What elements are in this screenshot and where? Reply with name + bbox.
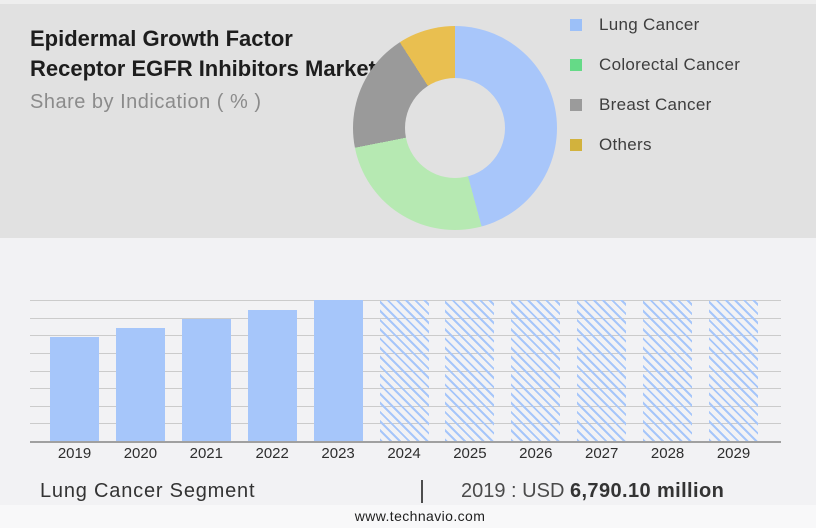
bar-2021 — [181, 319, 231, 441]
footer: www.technavio.com — [0, 505, 816, 528]
bar-2022 — [247, 310, 297, 441]
top-edge-strip — [0, 0, 816, 4]
title-block: Epidermal Growth Factor Receptor EGFR In… — [30, 24, 376, 114]
bar-2024-forecast — [379, 300, 429, 441]
bar-2019 — [50, 337, 99, 441]
legend: Lung Cancer Colorectal Cancer Breast Cance… — [570, 13, 740, 173]
page-title-line1: Epidermal Growth Factor — [30, 26, 293, 51]
donut-chart — [353, 26, 557, 230]
anchor-value-text: 2019 : USD 6,790.10 million — [461, 480, 724, 503]
legend-label: Lung Cancer — [599, 15, 700, 34]
x-tick-2029: 2029 — [716, 445, 751, 462]
segment-label: Lung Cancer Segment — [40, 480, 256, 502]
bar-2027-forecast — [577, 300, 627, 441]
bar-chart-panel: 2019 2020 2021 2022 2023 2024 2025 2026 2027 2028… — [0, 238, 816, 528]
legend-item-others: Others — [570, 133, 740, 157]
page-title-line2: Receptor EGFR Inhibitors Market — [30, 56, 376, 81]
footer-url: www.technavio.com — [354, 508, 486, 524]
legend-item-lung-cancer: Lung Cancer — [570, 13, 740, 37]
x-tick-2023: 2023 — [321, 445, 355, 462]
x-tick-2020: 2020 — [123, 445, 158, 462]
x-tick-2021: 2021 — [189, 445, 223, 462]
x-tick-2028: 2028 — [650, 445, 685, 462]
bar-2029-forecast — [709, 300, 758, 441]
anchor-value-bold: 6,790.10 million — [569, 480, 725, 502]
x-tick-2022: 2022 — [255, 445, 289, 462]
bar-2023 — [313, 300, 363, 441]
anchor-value-prefix: 2019 : USD — [461, 480, 565, 502]
bar-chart: 2019 2020 2021 2022 2023 2024 2025 2026 2027 2028… — [0, 238, 816, 478]
x-tick-2024: 2024 — [387, 445, 421, 462]
legend-label: Breast Cancer — [599, 95, 712, 114]
bar-2020 — [115, 328, 165, 441]
legend-swatch-icon — [570, 59, 582, 71]
x-tick-2027: 2027 — [585, 445, 619, 462]
donut-hole — [405, 78, 505, 178]
legend-item-colorectal-cancer: Colorectal Cancer — [570, 53, 740, 77]
vertical-divider — [421, 480, 423, 503]
legend-swatch-icon — [570, 99, 582, 111]
legend-label: Others — [599, 135, 652, 154]
bar-2028-forecast — [643, 300, 693, 441]
legend-label: Colorectal Cancer — [599, 55, 741, 74]
x-axis-line — [30, 441, 781, 443]
header-panel: Epidermal Growth Factor Receptor EGFR In… — [0, 0, 816, 238]
bar-2025-forecast — [445, 300, 495, 441]
x-tick-2019: 2019 — [57, 445, 92, 462]
x-tick-2025: 2025 — [453, 445, 487, 462]
bar-2026-forecast — [511, 300, 561, 441]
legend-swatch-icon — [570, 139, 582, 151]
legend-item-breast-cancer: Breast Cancer — [570, 93, 740, 117]
x-tick-2026: 2026 — [519, 445, 553, 462]
page-subtitle: Share by Indication ( % ) — [30, 91, 262, 113]
legend-swatch-icon — [570, 19, 582, 31]
